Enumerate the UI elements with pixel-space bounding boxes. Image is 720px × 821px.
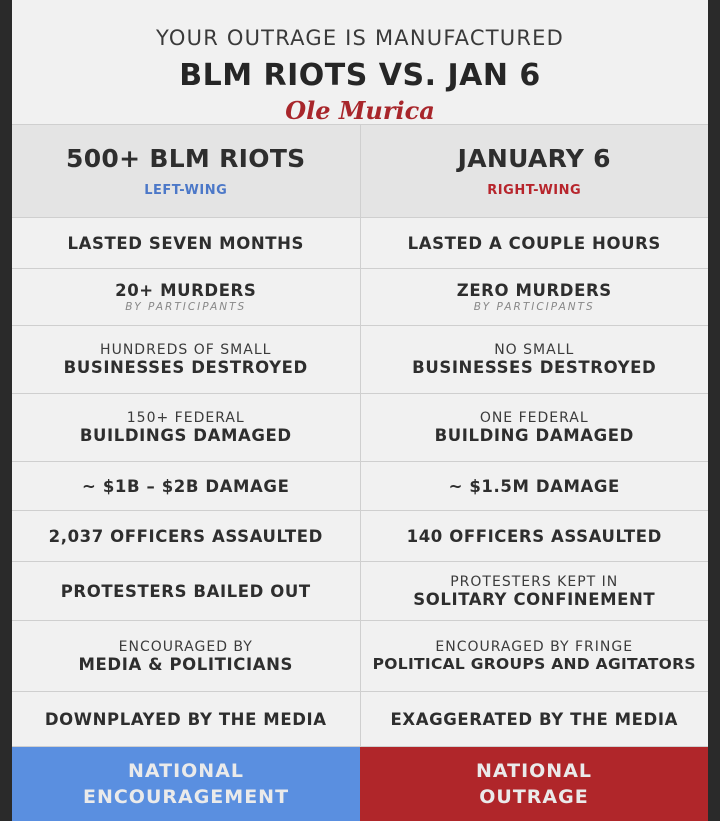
footer-right-line1: NATIONAL [475,760,593,782]
left-cell-main: 20+ MURDERS [115,281,257,300]
table-row: ENCOURAGED BY MEDIA & POLITICIANS ENCOUR… [12,620,708,691]
table-row: LASTED SEVEN MONTHS LASTED A COUPLE HOUR… [12,217,708,268]
left-cell: PROTESTERS BAILED OUT [12,562,361,620]
left-cell: ENCOURAGED BY MEDIA & POLITICIANS [12,621,361,691]
left-column-tag: LEFT-WING [144,183,228,198]
table-row: 150+ FEDERAL BUILDINGS DAMAGED ONE FEDER… [12,393,708,461]
left-cell: HUNDREDS OF SMALL BUSINESSES DESTROYED [12,326,361,393]
table-row: PROTESTERS BAILED OUT PROTESTERS KEPT IN… [12,561,708,620]
right-cell: NO SMALL BUSINESSES DESTROYED [361,326,709,393]
ole-murica-logo: Ole Murica [285,96,435,125]
left-column-header: 500+ BLM RIOTS LEFT-WING [12,125,361,217]
right-cell-main: SOLITARY CONFINEMENT [413,589,656,609]
national-outrage-banner: NATIONAL OUTRAGE [360,747,708,821]
left-cell-top: 150+ FEDERAL [126,410,245,426]
table-header-row: 500+ BLM RIOTS LEFT-WING JANUARY 6 RIGHT… [12,124,708,217]
table-row: DOWNPLAYED BY THE MEDIA EXAGGERATED BY T… [12,691,708,747]
right-cell-main: BUILDING DAMAGED [434,426,634,445]
national-encouragement-banner: NATIONAL ENCOURAGEMENT [12,747,360,821]
right-cell: PROTESTERS KEPT IN SOLITARY CONFINEMENT [361,562,709,620]
footer-left-line1: NATIONAL [127,760,245,782]
right-cell: ZERO MURDERS BY PARTICIPANTS [361,269,709,325]
left-cell-top: ENCOURAGED BY [118,638,253,655]
right-cell: LASTED A COUPLE HOURS [407,233,661,253]
right-cell: ~ $1.5M DAMAGE [448,476,620,496]
left-cell: ~ $1B – $2B DAMAGE [12,462,361,510]
footer-right-line2: OUTRAGE [479,786,589,808]
right-cell-top: ONE FEDERAL [479,410,589,426]
right-cell: ONE FEDERAL BUILDING DAMAGED [361,394,709,461]
right-cell-top: PROTESTERS KEPT IN [450,573,619,590]
comparison-table: 500+ BLM RIOTS LEFT-WING JANUARY 6 RIGHT… [12,124,708,821]
right-column-header: JANUARY 6 RIGHT-WING [361,125,709,217]
left-cell: DOWNPLAYED BY THE MEDIA [12,692,361,746]
right-cell: EXAGGERATED BY THE MEDIA [390,709,678,729]
right-cell-top: ENCOURAGED BY FRINGE [435,639,634,655]
left-cell-main: MEDIA & POLITICIANS [78,654,293,674]
footer-row: NATIONAL ENCOURAGEMENT NATIONAL OUTRAGE [12,747,708,821]
kicker-text: YOUR OUTRAGE IS MANUFACTURED [156,26,564,50]
right-cell: ENCOURAGED BY FRINGE POLITICAL GROUPS AN… [361,621,709,691]
left-cell: 2,037 OFFICERS ASSAULTED [12,511,361,561]
left-cell: LASTED SEVEN MONTHS [12,218,361,268]
left-column-title: 500+ BLM RIOTS [66,144,306,173]
left-cell-main: BUSINESSES DESTROYED [63,358,308,377]
right-cell-main: POLITICAL GROUPS AND AGITATORS [372,655,696,673]
right-cell-main: BUSINESSES DESTROYED [412,358,657,377]
table-row: HUNDREDS OF SMALL BUSINESSES DESTROYED N… [12,325,708,393]
right-cell: 140 OFFICERS ASSAULTED [406,526,662,546]
left-cell: 20+ MURDERS BY PARTICIPANTS [12,269,361,325]
footer-left-line2: ENCOURAGEMENT [82,786,290,808]
table-row: ~ $1B – $2B DAMAGE ~ $1.5M DAMAGE [12,461,708,510]
right-column-tag: RIGHT-WING [487,183,582,198]
headline: BLM RIOTS VS. JAN 6 [179,58,541,93]
left-cell: 150+ FEDERAL BUILDINGS DAMAGED [12,394,361,461]
header: YOUR OUTRAGE IS MANUFACTURED BLM RIOTS V… [12,0,708,125]
left-cell-top: HUNDREDS OF SMALL [100,342,272,358]
right-cell-main: ZERO MURDERS [456,281,612,300]
right-column-title: JANUARY 6 [457,144,611,173]
infographic-card: YOUR OUTRAGE IS MANUFACTURED BLM RIOTS V… [12,0,708,821]
right-cell-top: NO SMALL [494,342,575,358]
left-cell-sub: BY PARTICIPANTS [125,301,247,313]
right-cell-sub: BY PARTICIPANTS [473,301,595,313]
table-row: 2,037 OFFICERS ASSAULTED 140 OFFICERS AS… [12,510,708,561]
table-row: 20+ MURDERS BY PARTICIPANTS ZERO MURDERS… [12,268,708,325]
left-cell-main: BUILDINGS DAMAGED [79,426,292,445]
